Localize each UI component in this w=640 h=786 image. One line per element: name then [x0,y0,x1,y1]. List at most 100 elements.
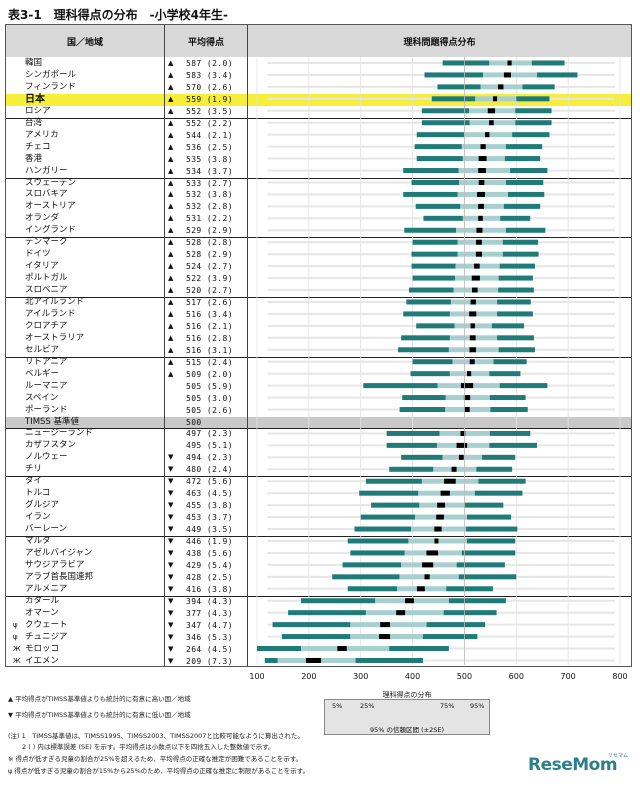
p5-p25-bar [365,478,422,484]
mean-ci-marker [469,359,475,365]
p5-p25-bar [424,72,484,78]
note-sig-high: ▲ 平均得点がTIMSS基準値よりも統計的に有意に高い国／地域 [8,695,191,703]
country-name: 韓国 [25,58,43,68]
header-score: 平均得点 [165,25,247,57]
table-row: タイ ▼ 472 (5.6) [6,476,631,488]
header-distribution: 理科問題得点分布 [248,25,631,57]
column-divider [247,25,248,666]
mean-ci-marker [478,156,487,162]
country-name: セルビア [25,344,60,355]
table-row: 台湾 ▲ 552 (2.2) [6,118,631,130]
p75-p95-bar [489,371,521,377]
mean-score: 583 (3.4) [186,70,233,80]
legend-p75: 75% [440,702,455,710]
country-name: スペイン [25,392,59,403]
header-country: 国／地域 [6,25,164,57]
p75-p95-bar [499,383,548,389]
mean-score: 516 (2.1) [186,321,233,331]
legend-p5: 5% [332,702,343,710]
p5-p25-bar [403,311,450,317]
mean-ci-marker [485,132,490,138]
mean-score: 532 (2.8) [186,202,233,212]
p75-p95-bar [461,550,516,556]
country-name: イエメン [25,655,59,666]
mean-ci-marker [434,526,442,532]
significance-mark: ▼ [168,596,174,605]
significance-mark: ▲ [168,250,174,259]
country-name: マルタ [25,536,51,546]
legend-p95: 95% [470,702,485,710]
p75-p95-bar [531,60,565,66]
significance-mark: ▲ [168,238,174,247]
p75-p95-bar [507,191,545,197]
country-name: オーストラリア [25,332,85,343]
table-row: ベルギー ▲ 509 (2.0) [6,369,631,381]
p5-p25-bar [398,347,449,353]
country-name: ドイツ [25,249,51,260]
p5-p25-bar [354,526,412,532]
mean-ci-marker [444,478,456,484]
significance-mark: ▲ [168,142,174,151]
p75-p95-bar [497,311,533,317]
p5-p25-bar [404,227,457,233]
table-row: Ж モロッコ ▼ 264 (4.5) [6,644,631,656]
significance-mark: ▼ [168,608,174,617]
mean-ci-marker [507,60,512,66]
p75-p95-bar [515,120,552,126]
table-row: スウェーデン ▲ 533 (2.7) [6,178,631,190]
country-name: スロバキア [25,189,68,200]
note-2: 2 ( ) 内は標準誤差 (SE) を示す。平均得点は小数点以下を四捨五入した整… [22,743,275,751]
table-row: リトアニア ▲ 515 (2.4) [6,357,631,369]
p75-p95-bar [467,538,516,544]
table-row: ニュージーランド 497 (2.3) [6,428,631,440]
p5-p25-bar [416,132,465,138]
mean-ci-marker [305,657,322,663]
p75-p95-bar [498,287,534,293]
mean-score: 520 (2.7) [186,286,233,296]
p5-p25-bar [386,442,437,448]
table-row: サウジアラビア ▼ 429 (5.4) [6,560,631,572]
x-tick-label: 700 [560,672,576,681]
table-row: シンガポール ▲ 583 (3.4) [6,70,631,82]
table-row: チリ ▼ 480 (2.4) [6,464,631,476]
significance-mark: ▲ [168,202,174,211]
legend-ci-label: 95% の信頼区間 (±2SE) [370,726,444,734]
mean-ci-marker [464,407,470,413]
mean-ci-marker [463,395,471,401]
country-name: リトアニア [25,356,68,367]
mean-ci-marker [469,311,477,317]
p75-p95-bar [502,239,539,245]
resemom-logo-sub: リセマム [608,753,629,759]
legend-p25: 25% [360,702,375,710]
table-row: スペイン 505 (3.0) [6,393,631,405]
significance-mark: ▼ [168,548,174,557]
table-row: アイルランド ▲ 516 (3.4) [6,309,631,321]
table-row: オーストリア ▲ 532 (2.8) [6,201,631,213]
note-3: ※ 得点が低すぎる児童の割合が25%を超えるため、平均得点の正確な推定が困難であ… [8,755,303,763]
mean-score: 559 (1.9) [186,94,233,104]
row-flag: ψ [13,620,18,629]
mean-ci-marker [480,144,486,150]
mean-ci-marker [337,646,347,652]
p75-p95-bar [493,359,527,365]
significance-mark: ▼ [168,513,174,522]
table-row: ロシア ▲ 552 (3.5) [6,106,631,118]
p75-p95-bar [478,478,526,484]
mean-ci-marker [424,574,430,580]
country-name: 台湾 [25,117,43,128]
group-separator [6,476,631,478]
p75-p95-bar [502,251,539,257]
country-name: カタール [25,595,60,606]
mean-score: 472 (5.6) [186,477,233,487]
p5-p25-bar [347,538,409,544]
significance-mark: ▼ [168,453,174,462]
country-name: アラブ首長国連邦 [25,571,94,582]
significance-mark: ▼ [168,620,174,629]
country-name: 北アイルランド [25,297,85,307]
mean-score: 446 (1.9) [186,537,233,546]
mean-ci-marker [478,203,484,209]
mean-score: 505 (3.0) [186,393,233,403]
country-name: イラン [25,512,51,523]
table-row: イングランド ▲ 529 (2.9) [6,225,631,237]
mean-ci-marker [476,239,482,245]
